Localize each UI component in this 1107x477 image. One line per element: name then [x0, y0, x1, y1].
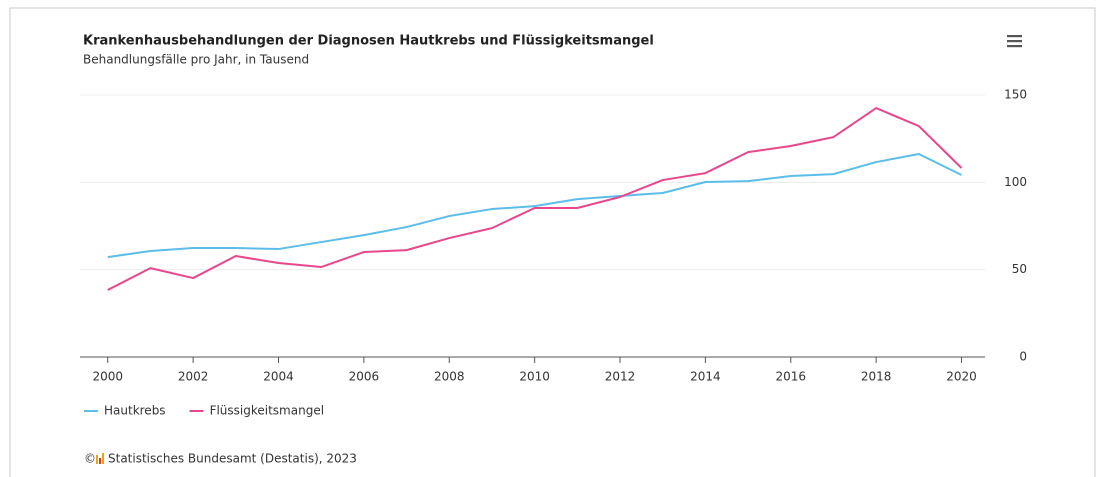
credit: Statistisches Bundesamt (Destatis), 2023	[108, 452, 357, 466]
legend-label: Flüssigkeitsmangel	[210, 404, 324, 418]
y-tick-label: 100	[1004, 175, 1027, 189]
x-tick-label: 2006	[349, 370, 380, 384]
line-series	[107, 153, 962, 259]
y-tick-label: 150	[1004, 88, 1027, 102]
x-tick-label: 2010	[519, 370, 550, 384]
x-tick-label: 2018	[861, 370, 892, 384]
frame	[9, 7, 1096, 477]
logo-bar	[96, 455, 98, 464]
logo-bar	[102, 453, 104, 464]
menu-button[interactable]	[1007, 35, 1022, 48]
y-tick-label: 0	[1019, 350, 1027, 364]
x-tick-label: 2014	[690, 370, 721, 384]
menu-bar	[1007, 35, 1022, 38]
chart-subtitle: Behandlungsfälle pro Jahr, in Tausend	[83, 53, 309, 67]
x-tick-label: 2020	[946, 370, 977, 384]
legend-label: Hautkrebs	[104, 404, 166, 418]
chart-title: Krankenhausbehandlungen der Diagnosen Ha…	[83, 34, 654, 49]
x-tick-label: 2012	[605, 370, 636, 384]
menu-bar	[1007, 45, 1022, 48]
x-tick-label: 2002	[178, 370, 209, 384]
x-tick-label: 2016	[775, 370, 806, 384]
logo-bar	[99, 458, 101, 464]
line-series	[107, 107, 963, 291]
logo	[96, 453, 104, 464]
x-tick-label: 2008	[434, 370, 465, 384]
x-tick-label: 2000	[92, 370, 123, 384]
y-tick-label: 50	[1012, 262, 1027, 276]
menu-bar	[1007, 40, 1022, 43]
x-tick-label: 2004	[263, 370, 294, 384]
copyright: ©	[84, 452, 96, 466]
